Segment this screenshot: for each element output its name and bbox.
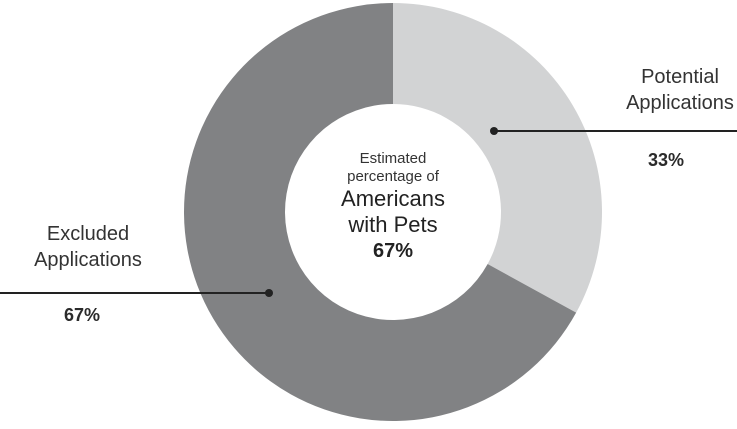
center-value: 67% (372, 240, 414, 262)
slice-label-potential-line-2: Applications (626, 92, 734, 114)
center-line-3: Americans (341, 186, 445, 211)
slice-label-potential: Potential Applications (600, 64, 737, 116)
slice-potential (393, 3, 602, 313)
center-label: Estimated percentage of Americans with P… (293, 150, 493, 264)
leader-potential-dot (490, 127, 498, 135)
center-line-1: Estimated (359, 150, 427, 167)
slice-value-excluded: 67% (64, 305, 101, 325)
slice-label-excluded-line-1: Excluded (46, 223, 130, 245)
slice-label-excluded-line-2: Applications (34, 249, 142, 271)
slice-excluded (183, 3, 577, 421)
slice-value-potential: 33% (648, 150, 685, 170)
center-line-2: percentage of (347, 168, 439, 185)
slice-label-excluded: Excluded Applications (8, 221, 168, 273)
center-line-4: with Pets (348, 212, 438, 237)
leader-excluded-dot (265, 289, 273, 297)
slice-label-potential-line-1: Potential (641, 66, 719, 88)
